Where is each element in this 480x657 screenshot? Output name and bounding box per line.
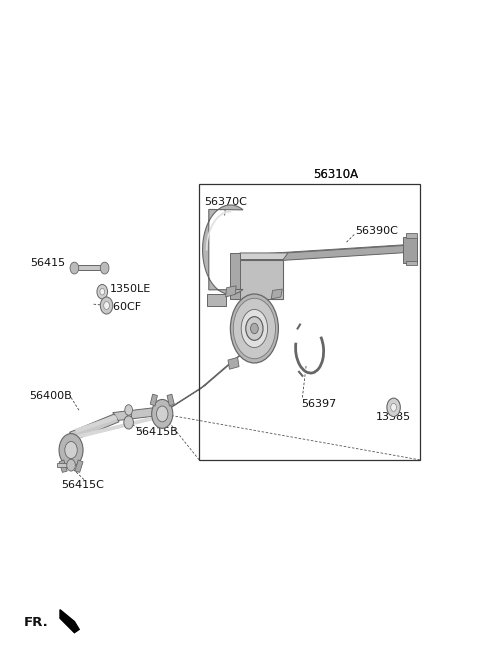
Text: 13385: 13385 bbox=[376, 412, 411, 422]
Bar bbox=[199, 184, 420, 460]
Text: 56415B: 56415B bbox=[135, 427, 178, 438]
Polygon shape bbox=[75, 460, 83, 472]
Circle shape bbox=[100, 297, 113, 314]
Polygon shape bbox=[59, 460, 67, 472]
Polygon shape bbox=[198, 353, 242, 390]
Polygon shape bbox=[113, 407, 162, 420]
Text: 56370C: 56370C bbox=[204, 197, 247, 208]
Circle shape bbox=[104, 302, 109, 309]
Polygon shape bbox=[207, 294, 226, 306]
Circle shape bbox=[59, 434, 83, 466]
Polygon shape bbox=[162, 384, 206, 413]
Text: FR.: FR. bbox=[24, 616, 49, 629]
Polygon shape bbox=[74, 415, 118, 433]
Circle shape bbox=[251, 323, 258, 334]
Circle shape bbox=[246, 317, 263, 340]
Polygon shape bbox=[203, 205, 243, 294]
Text: 56415: 56415 bbox=[30, 258, 65, 268]
Ellipse shape bbox=[230, 294, 278, 363]
Circle shape bbox=[65, 442, 77, 459]
Text: 56310A: 56310A bbox=[313, 168, 359, 181]
Circle shape bbox=[124, 416, 133, 429]
Polygon shape bbox=[245, 244, 412, 262]
Polygon shape bbox=[235, 253, 288, 260]
Text: 56310A: 56310A bbox=[313, 168, 359, 181]
Circle shape bbox=[391, 403, 396, 411]
Polygon shape bbox=[74, 414, 163, 440]
Ellipse shape bbox=[241, 309, 268, 348]
Circle shape bbox=[70, 262, 79, 274]
Polygon shape bbox=[406, 233, 417, 238]
Circle shape bbox=[67, 459, 75, 471]
Polygon shape bbox=[70, 414, 119, 440]
Polygon shape bbox=[230, 253, 240, 299]
Polygon shape bbox=[60, 610, 79, 633]
Polygon shape bbox=[228, 357, 239, 369]
Text: 1350LE: 1350LE bbox=[109, 284, 151, 294]
Circle shape bbox=[156, 406, 168, 422]
Text: 56390C: 56390C bbox=[355, 226, 398, 237]
Polygon shape bbox=[245, 245, 410, 263]
Polygon shape bbox=[226, 286, 236, 297]
Circle shape bbox=[387, 398, 400, 417]
Circle shape bbox=[100, 288, 105, 295]
Text: 56400B: 56400B bbox=[29, 390, 72, 401]
Polygon shape bbox=[127, 411, 131, 422]
Text: 56397: 56397 bbox=[301, 399, 336, 409]
Text: 56415C: 56415C bbox=[61, 480, 104, 490]
Circle shape bbox=[97, 284, 108, 299]
Polygon shape bbox=[57, 463, 71, 467]
Ellipse shape bbox=[233, 298, 276, 359]
Circle shape bbox=[152, 399, 173, 428]
Polygon shape bbox=[74, 265, 103, 270]
Polygon shape bbox=[403, 237, 417, 263]
Circle shape bbox=[125, 405, 132, 415]
Polygon shape bbox=[150, 394, 157, 406]
Polygon shape bbox=[406, 261, 417, 265]
Polygon shape bbox=[271, 289, 282, 299]
Circle shape bbox=[100, 262, 109, 274]
Polygon shape bbox=[235, 260, 283, 299]
Polygon shape bbox=[167, 394, 174, 406]
Text: 1360CF: 1360CF bbox=[100, 302, 142, 312]
